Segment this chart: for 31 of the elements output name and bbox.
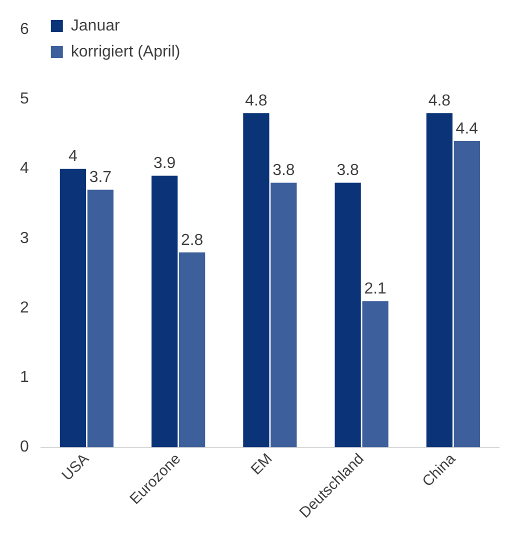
bar (87, 190, 114, 448)
bar (152, 176, 178, 448)
data-label: 2.8 (180, 232, 204, 249)
bar (362, 301, 388, 448)
data-label: 4 (68, 148, 78, 166)
y-tick-label: 1 (20, 369, 29, 386)
bar (179, 252, 206, 448)
data-label: 4.8 (428, 92, 451, 110)
bar (60, 168, 86, 448)
y-tick-label: 0 (20, 438, 29, 456)
y-tick-label: 6 (20, 21, 29, 38)
data-label: 3.8 (272, 162, 295, 180)
data-label: 4.4 (456, 120, 478, 138)
bar (454, 140, 480, 448)
data-label: 3.9 (153, 155, 176, 172)
x-tick-label: EM (248, 450, 276, 478)
data-label: 3.7 (89, 169, 112, 186)
data-label: 3.8 (336, 162, 360, 180)
x-tick-label: USA (58, 450, 92, 484)
y-tick-label: 3 (20, 230, 29, 247)
data-label: 2.1 (364, 280, 387, 298)
y-tick-label: 5 (20, 90, 29, 108)
legend-label: korrigiert (April) (70, 43, 180, 60)
bar (270, 182, 297, 448)
data-label: 4.8 (245, 92, 268, 110)
bar (243, 113, 270, 448)
y-tick-label: 2 (20, 299, 29, 316)
y-tick-label: 4 (20, 160, 29, 178)
bar (426, 113, 453, 448)
bar (334, 182, 361, 448)
legend-label: Januar (70, 17, 120, 34)
